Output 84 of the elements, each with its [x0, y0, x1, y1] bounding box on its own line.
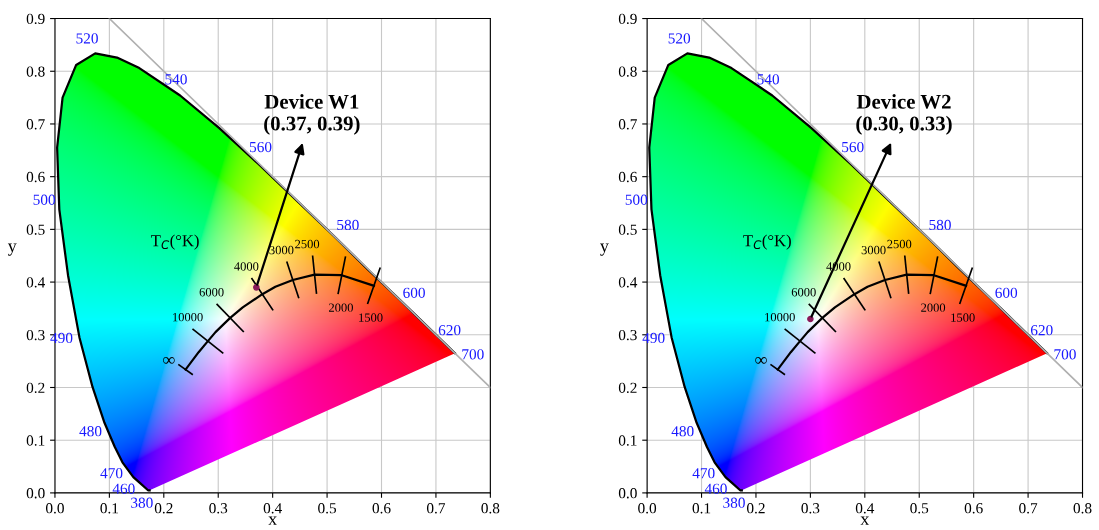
annotation: 10000	[173, 312, 203, 322]
annotation: 10000	[765, 312, 795, 322]
y-tick-label: 0.3	[26, 329, 45, 341]
x-tick-label: 0.4	[263, 503, 282, 514]
x-tick-label: 0.4	[855, 503, 875, 514]
x-tick-label: 0.8	[481, 503, 500, 514]
annotation: 470	[692, 468, 715, 479]
x-tick-label: 0.5	[910, 503, 929, 514]
y-tick-label: 0.2	[618, 382, 637, 394]
x-tick-label: 0.6	[964, 503, 983, 514]
annotation: 560	[249, 141, 272, 153]
annotation: 500	[625, 194, 648, 205]
x-tick-label: 0.5	[318, 503, 337, 514]
y-tick-label: 0.8	[26, 66, 45, 77]
y-tick-label: 0.9	[26, 13, 45, 25]
x-tick-label: 0.3	[209, 503, 228, 514]
x-tick-label: 0.7	[426, 503, 446, 514]
annotation: 6000	[791, 287, 816, 297]
annotation: 540	[757, 74, 780, 85]
y-tick-label: 0.1	[618, 435, 637, 446]
annotation: 580	[337, 219, 359, 231]
x-tick-label: 0.1	[100, 503, 119, 514]
annotation: 1500	[359, 313, 383, 322]
y-tick-label: 0.6	[26, 171, 45, 183]
x-tick-label: 0.7	[1019, 503, 1038, 514]
y-tick-label: 0.4	[26, 277, 45, 288]
x-tick-label: 0.2	[154, 503, 173, 514]
annotation: Device W2 (0.30, 0.33)	[856, 94, 952, 135]
annotation: 520	[76, 33, 98, 44]
annotation: 460	[112, 483, 135, 494]
annotation: 620	[1030, 325, 1053, 336]
annotation: 4000	[234, 262, 259, 271]
y-tick-label: 0.5	[618, 224, 637, 235]
y-tick-label: 0.0	[618, 488, 637, 499]
x-tick-label: 0.0	[638, 503, 657, 514]
x-tick-label: 0.1	[692, 503, 711, 514]
annotation: 2500	[295, 239, 320, 249]
annotation: 2000	[329, 303, 353, 312]
x-tick-label: 0.8	[1073, 503, 1092, 514]
annotation: 1500	[951, 313, 975, 322]
x-axis-title: x	[268, 516, 277, 525]
annotation: 2000	[921, 303, 946, 312]
y-tick-label: 0.0	[26, 488, 45, 499]
y-tick-label: 0.8	[618, 66, 637, 77]
y-axis-title: y	[7, 243, 17, 256]
annotation: 600	[995, 287, 1018, 298]
annotation: 6000	[199, 287, 224, 297]
y-tick-label: 0.6	[618, 171, 637, 183]
x-tick-label: 0.0	[45, 503, 64, 514]
y-tick-label: 0.7	[26, 119, 45, 130]
annotation: Device W1 (0.37, 0.39)	[264, 94, 360, 135]
y-tick-label: 0.1	[26, 435, 45, 446]
x-tick-label: 0.6	[372, 503, 391, 514]
annotation: 470	[100, 468, 123, 479]
y-tick-label: 0.5	[26, 224, 45, 235]
y-tick-label: 0.7	[618, 119, 637, 130]
annotation: T$_{C}$(°K)	[743, 234, 791, 250]
annotation: ∞	[163, 356, 175, 364]
annotation: ∞	[755, 356, 767, 364]
y-tick-label: 0.2	[26, 382, 45, 394]
annotation: 700	[1054, 349, 1076, 360]
y-axis-title: y	[600, 243, 609, 256]
y-tick-label: 0.4	[618, 277, 638, 288]
annotation: 700	[462, 349, 484, 360]
annotation: 480	[79, 426, 102, 437]
annotation: 3000	[269, 245, 294, 255]
annotation: 380	[723, 497, 745, 508]
annotation: 2500	[887, 239, 912, 249]
annotation: 540	[165, 74, 187, 85]
annotation: 460	[704, 483, 727, 494]
x-tick-label: 0.3	[801, 503, 820, 514]
annotation: 380	[131, 497, 153, 508]
annotation: 3000	[861, 245, 886, 255]
annotation: 520	[668, 33, 691, 44]
y-tick-label: 0.9	[618, 13, 637, 25]
annotation: 560	[842, 141, 864, 153]
y-tick-label: 0.3	[618, 329, 637, 341]
annotation: 620	[438, 325, 461, 336]
x-axis-title: x	[860, 516, 870, 525]
x-tick-label: 0.2	[746, 503, 765, 514]
annotation: 600	[403, 287, 425, 298]
annotation: 580	[929, 219, 951, 231]
annotation: 480	[671, 426, 694, 437]
annotation: T$_{C}$(°K)	[151, 234, 199, 250]
